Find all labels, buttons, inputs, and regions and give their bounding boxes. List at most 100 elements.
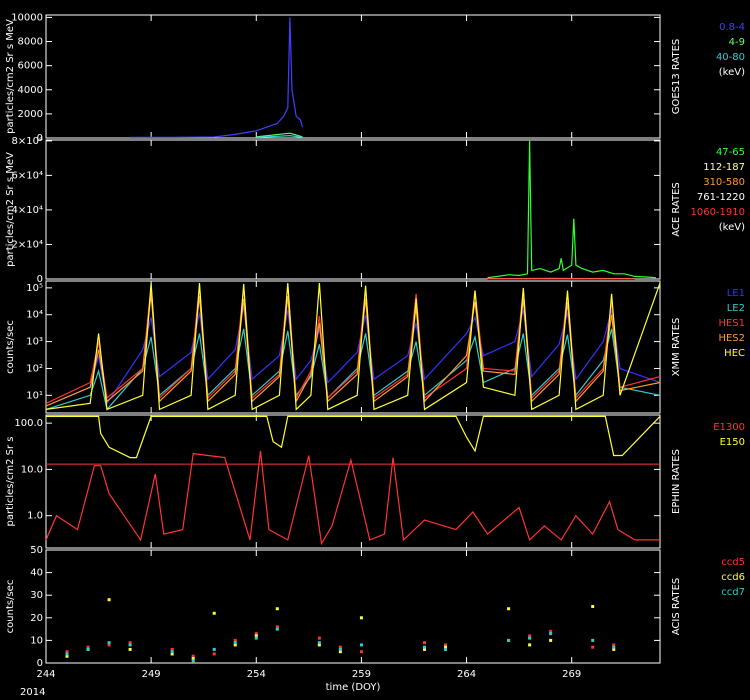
legend-entry: ccd7 (721, 587, 745, 598)
y-tick-label: 4×10⁴ (12, 205, 43, 216)
legend-entry: ccd6 (721, 572, 745, 583)
y-tick-label: 2×10⁴ (12, 239, 43, 250)
legend-entry: HEC (724, 348, 745, 359)
y-tick-label: 1.0 (27, 511, 43, 522)
legend-entry: LE1 (727, 288, 745, 299)
panel-frame (45, 280, 661, 414)
y-tick-label: 10⁴ (26, 310, 43, 321)
data-point (528, 634, 532, 638)
y-tick-label: 20 (30, 613, 43, 624)
data-point (128, 647, 132, 651)
y-tick-label: 40 (30, 568, 43, 579)
legend-entry: 112-187 (703, 162, 745, 173)
data-point (86, 647, 90, 651)
series-line (46, 415, 661, 459)
data-point (528, 636, 532, 640)
data-point (422, 647, 426, 651)
legend-unit: (keV) (719, 67, 745, 78)
data-point (212, 652, 216, 656)
data-point (65, 652, 69, 656)
data-point (359, 616, 363, 620)
data-point (591, 645, 595, 649)
y-tick-label: 0 (37, 133, 43, 144)
legend-entry: HES1 (718, 318, 745, 329)
y-tick-label: 10 (30, 635, 43, 646)
legend-entry: 310-580 (703, 177, 745, 188)
legend-entry: E1300 (713, 422, 745, 433)
legend-entry: E150 (720, 437, 745, 448)
x-tick-label: 254 (247, 669, 266, 680)
data-point (191, 654, 195, 658)
y-axis-label: counts/sec (5, 580, 16, 634)
data-point (254, 632, 258, 636)
legend-unit: (keV) (719, 222, 745, 233)
panel-title: XMM RATES (671, 318, 682, 377)
y-tick-label: 10⁵ (26, 283, 43, 294)
data-point (275, 625, 279, 629)
legend-entry: LE2 (727, 303, 745, 314)
legend-entry: 761-1220 (697, 192, 745, 203)
series-line (45, 293, 661, 407)
data-point (212, 611, 216, 615)
y-axis-label: particles/cm2 Sr s (5, 437, 16, 527)
data-point (191, 656, 195, 660)
y-tick-label: 2000 (18, 109, 43, 120)
y-tick-label: 8×10⁴ (12, 136, 43, 147)
y-tick-label: 6×10⁴ (12, 170, 43, 181)
series-line (45, 306, 661, 407)
y-tick-label: 0 (37, 274, 43, 285)
data-point (65, 654, 69, 658)
x-tick-label: 244 (36, 669, 55, 680)
data-point (338, 647, 342, 651)
data-point (86, 645, 90, 649)
data-point (128, 643, 132, 647)
legend-entry: ccd5 (721, 557, 745, 568)
data-point (422, 641, 426, 645)
y-axis-label: particles/cm2 Sr s MeV (5, 152, 16, 267)
series-line (256, 132, 303, 138)
data-point (65, 650, 69, 654)
y-tick-label: 8000 (18, 37, 43, 48)
data-point (444, 647, 448, 651)
series-line (487, 140, 656, 279)
data-point (507, 638, 511, 642)
data-point (170, 650, 174, 654)
data-point (128, 641, 132, 645)
series-line (45, 284, 661, 404)
y-tick-label: 50 (30, 545, 43, 556)
data-point (359, 650, 363, 654)
panel-frame (45, 414, 661, 549)
data-point (612, 645, 616, 649)
data-point (170, 647, 174, 651)
panel-frame (45, 549, 661, 664)
data-point (507, 607, 511, 611)
legend-entry: 1060-1910 (690, 207, 745, 218)
y-tick-label: 6000 (18, 61, 43, 72)
data-point (612, 647, 616, 651)
x-tick-label: 264 (457, 669, 476, 680)
y-tick-label: 10¹ (26, 390, 43, 401)
data-point (254, 636, 258, 640)
data-point (528, 643, 532, 647)
series-line (256, 134, 303, 138)
data-point (612, 643, 616, 647)
y-axis-label: counts/sec (5, 320, 16, 374)
data-point (233, 641, 237, 645)
y-tick-label: 100.0 (14, 418, 43, 429)
data-point (275, 627, 279, 631)
data-point (549, 629, 553, 633)
data-point (233, 643, 237, 647)
y-axis-label: particles/cm2 Sr s MeV (5, 19, 16, 134)
data-point (359, 643, 363, 647)
data-point (338, 650, 342, 654)
panel-title: EPHIN RATES (671, 449, 682, 514)
data-point (170, 652, 174, 656)
data-point (107, 641, 111, 645)
y-tick-label: 10000 (11, 12, 43, 23)
series-line (45, 450, 660, 546)
panel-title: GOES13 RATES (671, 39, 682, 115)
x-tick-label: 249 (142, 669, 161, 680)
